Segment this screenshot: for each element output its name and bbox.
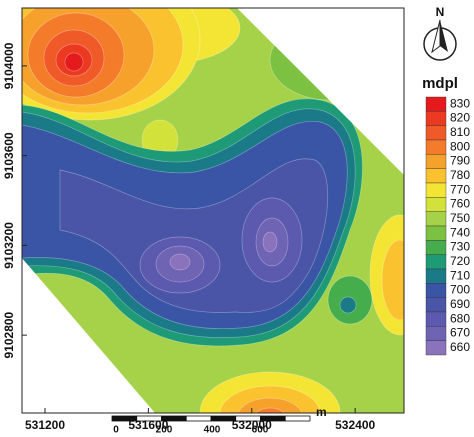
legend-label: 810: [450, 125, 470, 139]
legend-swatch: [425, 139, 447, 155]
y-tick-label: 9102800: [2, 311, 16, 358]
legend-swatch: [425, 96, 447, 112]
legend-swatch: [425, 254, 447, 270]
legend-label: 820: [450, 111, 470, 125]
contour-zone: [269, 19, 391, 101]
legend-label: 830: [450, 96, 470, 110]
legend-label: 770: [450, 182, 470, 196]
contour-zone: [237, 397, 303, 413]
contour-zone: [381, 239, 404, 321]
y-tick-label: 9104000: [2, 42, 16, 89]
legend-label: 760: [450, 197, 470, 211]
north-label: N: [436, 5, 445, 19]
legend-label: 730: [450, 240, 470, 254]
legend-swatch: [425, 340, 447, 356]
legend-swatch: [425, 182, 447, 198]
contour-zone: [169, 253, 191, 271]
legend-swatch: [425, 326, 447, 341]
map-frame: [21, 7, 405, 414]
contour-zone: [219, 385, 321, 413]
legend-label: 720: [450, 254, 470, 268]
scale-unit: m: [316, 405, 327, 419]
legend-label: 690: [450, 297, 470, 311]
legend-swatch: [425, 311, 447, 327]
scale-label: 600: [252, 425, 269, 436]
legend-label: 710: [450, 268, 470, 282]
x-tick-label: 531200: [25, 418, 65, 432]
contour-zone: [253, 407, 287, 413]
contour-zone: [262, 231, 278, 253]
legend-swatch: [425, 111, 447, 126]
legend-swatch: [425, 240, 447, 255]
legend-swatch: [425, 154, 447, 169]
legend-swatch: [425, 197, 447, 212]
legend-label: 800: [450, 139, 470, 153]
legend-label: 740: [450, 225, 470, 239]
legend-label: 790: [450, 154, 470, 168]
scale-segment: [185, 415, 212, 422]
scale-bar: 0 200 400 600 m: [111, 405, 327, 436]
scale-label: 200: [156, 425, 173, 436]
legend-swatch: [425, 168, 447, 184]
legend-label: 660: [450, 340, 470, 354]
legend-label: 700: [450, 283, 470, 297]
legend-label: 680: [450, 311, 470, 325]
x-tick-label: 531600: [128, 418, 168, 432]
legend-swatch: [425, 268, 447, 284]
y-tick-label: 9103600: [2, 132, 16, 179]
y-tick-label: 9103200: [2, 222, 16, 269]
north-arrow: N: [423, 5, 457, 61]
legend-label: 670: [450, 326, 470, 340]
legend-swatch: [425, 283, 447, 298]
contour-zone: [64, 52, 84, 72]
x-tick-label: 532000: [232, 418, 272, 432]
legend-swatch: [425, 125, 447, 141]
legend-label: 750: [450, 211, 470, 225]
contour-zone: [339, 296, 357, 314]
legend-label: 780: [450, 168, 470, 182]
scale-label: 0: [113, 425, 119, 436]
legend-swatch: [425, 297, 447, 313]
legend-swatch: [425, 211, 447, 227]
scale-segment: [284, 415, 311, 422]
x-tick-label: 532400: [335, 418, 375, 432]
legend-title: mdpl: [422, 75, 458, 92]
legend-swatch: [425, 225, 447, 241]
scale-label: 400: [204, 425, 221, 436]
